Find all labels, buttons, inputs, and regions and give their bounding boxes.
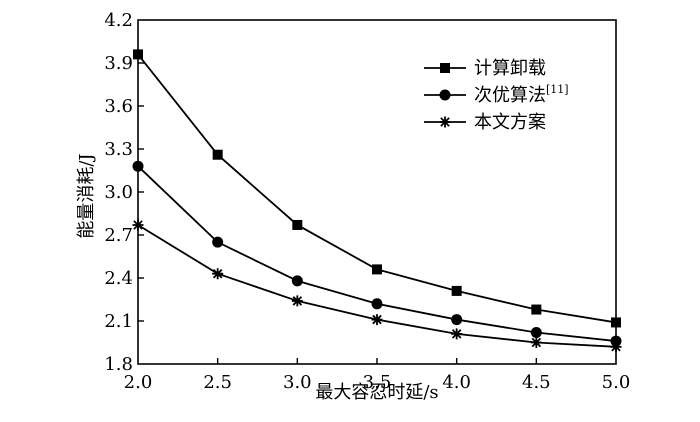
y-tick-label: 2.7 bbox=[104, 225, 133, 246]
y-tick-label: 3.6 bbox=[104, 96, 133, 117]
data-point-circle bbox=[371, 298, 383, 310]
x-tick-label: 3.0 bbox=[283, 372, 312, 393]
legend-marker bbox=[439, 116, 451, 128]
x-axis-title: 最大容忍时延/s bbox=[315, 382, 438, 403]
y-tick-label: 3.9 bbox=[104, 53, 133, 74]
data-point-square bbox=[451, 285, 462, 296]
x-tick-label: 4.0 bbox=[442, 372, 471, 393]
legend-marker bbox=[439, 89, 451, 101]
y-tick-label: 3.0 bbox=[104, 182, 133, 203]
y-tick-label: 4.2 bbox=[104, 10, 133, 31]
data-point-circle bbox=[291, 275, 303, 287]
x-tick-label: 3.5 bbox=[363, 372, 392, 393]
legend-item: 本文方案 bbox=[424, 112, 546, 133]
legend-item: 次优算法[11] bbox=[424, 83, 569, 106]
x-tick-label: 4.5 bbox=[522, 372, 551, 393]
legend-label: 本文方案 bbox=[474, 112, 546, 133]
data-point-circle bbox=[212, 236, 224, 248]
data-series bbox=[132, 49, 622, 353]
y-tick-label: 2.1 bbox=[104, 311, 133, 332]
y-tick-label: 3.3 bbox=[104, 139, 133, 160]
data-point-star bbox=[610, 341, 622, 353]
data-point-square bbox=[133, 49, 143, 60]
x-tick-label: 2.5 bbox=[203, 372, 232, 393]
data-point-star bbox=[530, 337, 542, 348]
axis-ticks: 2.0 2.5 3.0 3.5 4.0 4.5 5.0 1.8 2.1 2.4 2.7 3.0 3.3 3… bbox=[104, 10, 630, 393]
data-point-square bbox=[212, 149, 223, 160]
data-point-square bbox=[372, 264, 382, 275]
legend-marker bbox=[440, 63, 450, 73]
data-point-square bbox=[292, 219, 303, 230]
x-tick-label: 5.0 bbox=[602, 372, 631, 393]
data-point-star bbox=[451, 328, 463, 340]
data-point-circle bbox=[530, 326, 542, 338]
y-tick-label: 1.8 bbox=[104, 354, 133, 375]
data-point-square bbox=[531, 304, 542, 315]
data-point-circle bbox=[132, 160, 144, 172]
data-point-star bbox=[212, 268, 224, 280]
y-tick-label: 2.4 bbox=[104, 268, 133, 289]
legend-label: 计算卸载 bbox=[474, 58, 546, 79]
legend-item: 计算卸载 bbox=[424, 58, 546, 79]
data-point-circle bbox=[451, 314, 463, 326]
data-point-square bbox=[611, 317, 621, 328]
data-point-star bbox=[371, 314, 383, 326]
legend-label: 次优算法[11] bbox=[474, 83, 569, 106]
data-point-star bbox=[291, 295, 303, 307]
data-point-star bbox=[132, 219, 144, 231]
y-axis-title: 能量消耗/J bbox=[76, 153, 97, 238]
series-3 bbox=[132, 219, 622, 353]
series-1 bbox=[133, 49, 621, 328]
series-line bbox=[137, 224, 617, 348]
x-tick-label: 2.0 bbox=[124, 372, 153, 393]
